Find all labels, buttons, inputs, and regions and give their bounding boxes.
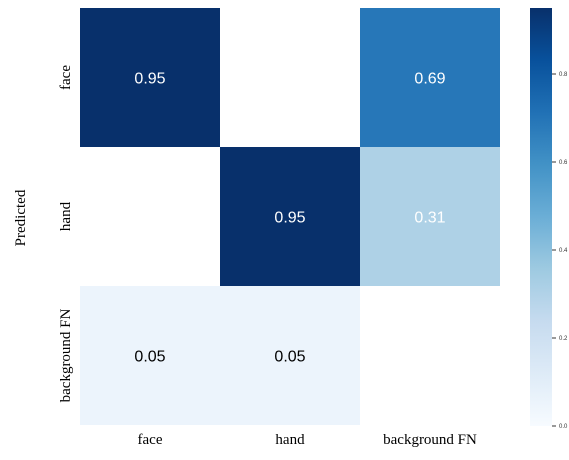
y-axis-label: Predicted: [13, 189, 29, 246]
heatmap-cell-label: 0.05: [274, 349, 305, 366]
colorbar-gradient: [530, 8, 552, 426]
heatmap-cell: [220, 286, 360, 425]
heatmap-cell-label: 0.31: [414, 210, 445, 227]
x-tick-label: background FN: [383, 432, 477, 448]
x-tick-label: face: [138, 432, 163, 448]
heatmap-cell-labels: 0.95 0.69 0.95 0.31 0.05 0.05: [134, 71, 445, 366]
heatmap-cells: [80, 8, 500, 425]
heatmap-cell: [80, 8, 220, 147]
heatmap-cell-label: 0.05: [134, 349, 165, 366]
y-axis: face hand background FN: [58, 65, 74, 403]
heatmap-cell: [360, 147, 500, 286]
heatmap-cell-label: 0.95: [274, 210, 305, 227]
colorbar-tick-label: 0.6: [559, 160, 568, 166]
x-tick-label: hand: [275, 432, 305, 448]
colorbar-tick-label: 0.0: [559, 424, 568, 430]
colorbar-tick-label: 0.8: [559, 72, 568, 78]
heatmap-cell: [360, 8, 500, 147]
heatmap-cell: [220, 147, 360, 286]
heatmap-cell: [80, 286, 220, 425]
colorbar-tick-label: 0.2: [559, 336, 568, 342]
x-axis: face hand background FN: [138, 432, 478, 448]
colorbar-tick-label: 0.4: [559, 248, 568, 254]
heatmap-cell-label: 0.95: [134, 71, 165, 88]
heatmap-cell-label: 0.69: [414, 71, 445, 88]
colorbar: 0.0 0.2 0.4 0.6 0.8: [530, 8, 568, 430]
y-tick-label: face: [58, 65, 74, 90]
y-tick-label: hand: [58, 201, 74, 231]
y-tick-label: background FN: [58, 308, 74, 402]
